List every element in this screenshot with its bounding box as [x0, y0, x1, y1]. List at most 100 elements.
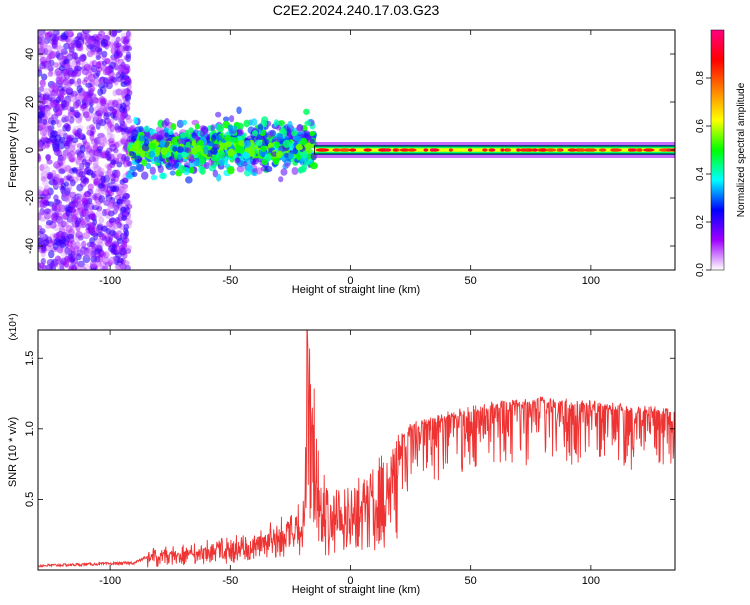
heatmap-cell [57, 154, 64, 162]
heatmap-cell [276, 133, 283, 141]
heatmap-cell [42, 188, 50, 197]
heatmap-cell [60, 32, 69, 41]
heatmap-cell [115, 245, 121, 254]
heatmap-cell [90, 172, 96, 179]
heatmap-cell [53, 204, 62, 213]
heatmap-cell [106, 132, 113, 139]
heatmap-cell [210, 147, 218, 155]
heatmap-cell [67, 235, 75, 244]
x-tick-label: 0 [347, 275, 353, 287]
heatmap-cell [179, 132, 186, 139]
heatmap-cell [489, 148, 496, 152]
heatmap-cell [39, 79, 46, 88]
heatmap-cell [217, 142, 226, 150]
heatmap-cell [85, 197, 93, 205]
heatmap-cell [43, 208, 51, 215]
heatmap-cell [123, 159, 129, 168]
heatmap-cell [116, 260, 123, 267]
heatmap-cell [38, 188, 43, 197]
heatmap-cell [86, 144, 92, 153]
heatmap-cell [222, 116, 230, 122]
heatmap-cell [40, 250, 46, 258]
heatmap-cell [43, 185, 51, 193]
heatmap-cell [103, 112, 110, 120]
heatmap-cell [66, 30, 74, 38]
heatmap-cell [171, 138, 177, 146]
heatmap-cell [53, 199, 61, 206]
heatmap-cell [56, 255, 62, 264]
heatmap-cell [106, 120, 112, 127]
heatmap-cell [227, 148, 235, 157]
heatmap-cell [68, 43, 75, 50]
heatmap-cell [81, 197, 88, 204]
heatmap-cell [338, 148, 350, 152]
heatmap-cell [66, 105, 73, 112]
heatmap-cell [39, 44, 45, 53]
heatmap-cell [518, 148, 530, 152]
heatmap-cell [110, 47, 116, 55]
heatmap-cell [114, 169, 121, 179]
heatmap-cell [38, 141, 44, 150]
heatmap-cell [261, 158, 268, 166]
heatmap-cell [123, 132, 130, 139]
heatmap-cell [84, 248, 92, 257]
heatmap-cell [119, 102, 127, 111]
heatmap-cell [67, 266, 74, 270]
x-tick-label: 50 [465, 575, 477, 587]
heatmap-cell [189, 155, 195, 164]
heatmap-cell [108, 199, 117, 208]
heatmap-cell [75, 99, 81, 107]
heatmap-cell [98, 194, 106, 203]
colorbar-tick-label: 0.4 [695, 167, 706, 181]
heatmap-ylabel: Frequency (Hz) [7, 112, 19, 188]
heatmap-cell [56, 52, 64, 61]
line-layer [38, 330, 675, 568]
y-tick-label: 40 [24, 48, 36, 60]
heatmap-cell [115, 140, 124, 147]
heatmap-cell [567, 148, 578, 152]
heatmap-cell [69, 106, 75, 113]
heatmap-cell [83, 263, 90, 270]
heatmap-cell [39, 79, 46, 86]
heatmap-cell [117, 237, 124, 245]
heatmap-cell [64, 247, 70, 256]
line-frame [37, 329, 676, 571]
heatmap-cell [112, 222, 121, 230]
heatmap-cell [94, 260, 102, 268]
heatmap-cell [109, 133, 115, 141]
heatmap-cell [50, 82, 57, 90]
heatmap-cell [53, 237, 62, 246]
heatmap-cell [112, 89, 118, 97]
heatmap-cell [42, 118, 48, 125]
heatmap-cell [308, 130, 316, 137]
heatmap-cell [227, 166, 235, 175]
heatmap-cell [169, 170, 176, 176]
heatmap-cell [585, 148, 597, 152]
heatmap-cell [120, 36, 128, 45]
heatmap-cell [274, 141, 280, 149]
x-tick-label: 100 [582, 575, 600, 587]
heatmap-cell [39, 62, 46, 70]
heatmap-cell [102, 107, 109, 115]
heatmap-cell [185, 147, 192, 154]
heatmap-cell [86, 129, 94, 136]
heatmap-cell [79, 246, 88, 255]
heatmap-cell [66, 174, 73, 181]
heatmap-cell [84, 94, 90, 102]
heatmap-cell [149, 166, 156, 175]
heatmap-cell [41, 97, 49, 104]
heatmap-cell [102, 68, 110, 76]
heatmap-cell [182, 119, 188, 126]
line-xlabel: Height of straight line (km) [292, 584, 420, 596]
heatmap-cell [69, 78, 75, 85]
heatmap-cell [51, 113, 59, 120]
heatmap-cell [363, 148, 372, 152]
heatmap-cell [57, 92, 65, 101]
heatmap-cell [57, 221, 64, 227]
heatmap-cell [47, 80, 56, 89]
heatmap-cell [78, 55, 87, 63]
heatmap-cell [304, 120, 311, 126]
heatmap-cell [79, 134, 86, 141]
heatmap-cell [71, 213, 77, 220]
heatmap-cell [89, 241, 96, 248]
